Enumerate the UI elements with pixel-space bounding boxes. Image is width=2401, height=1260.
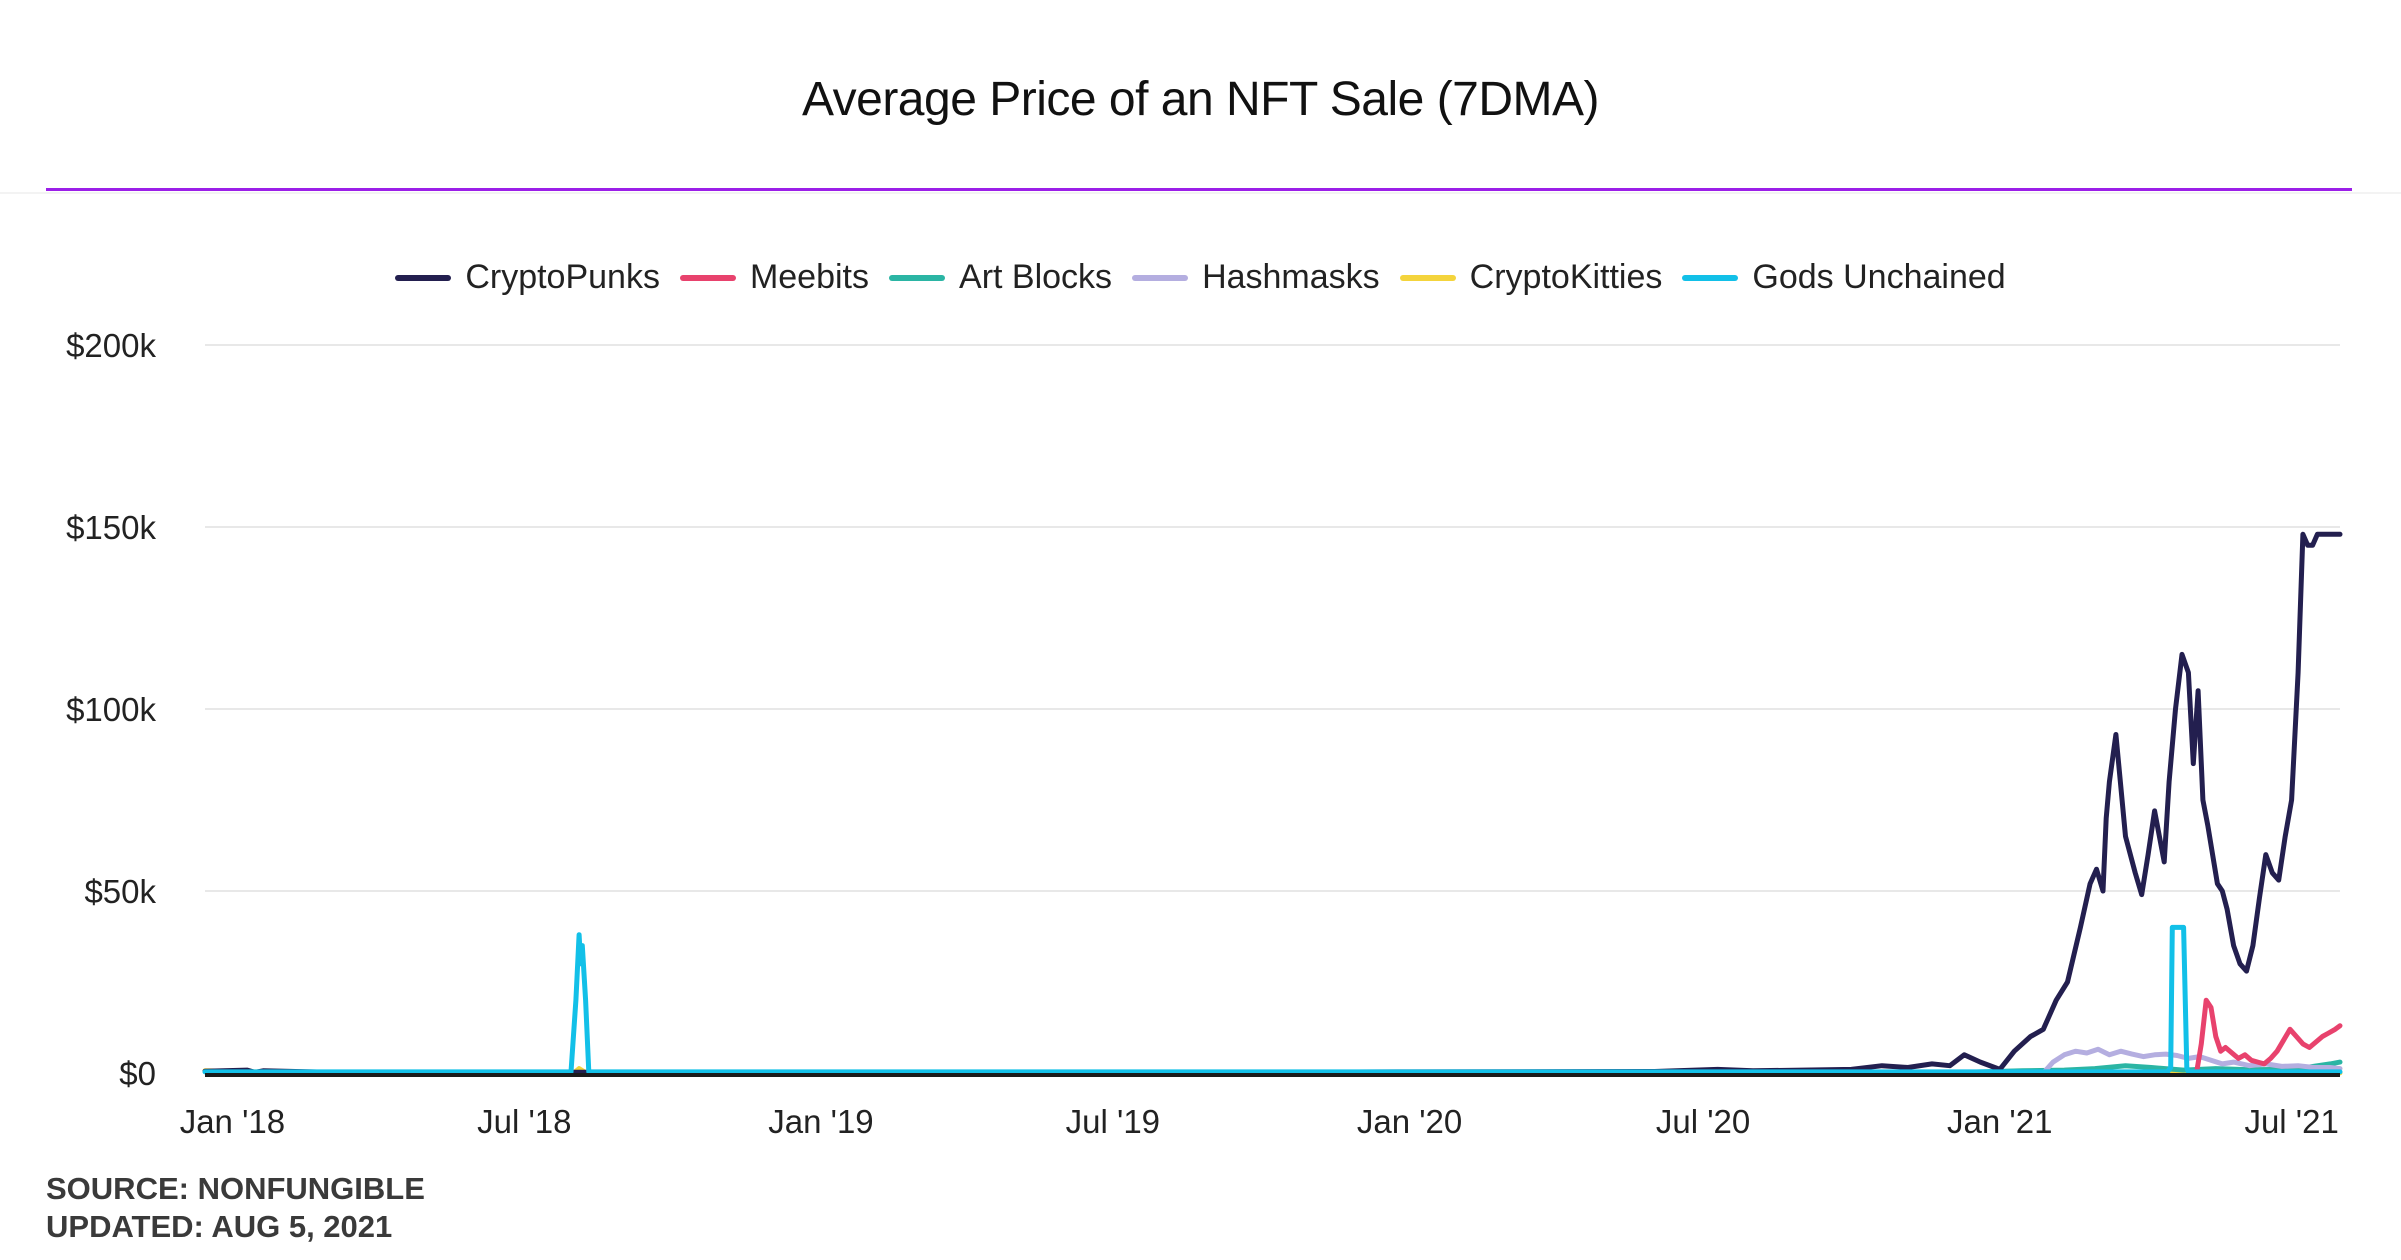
y-tick-label: $100k	[66, 691, 156, 728]
series-line-meebits[interactable]	[2194, 997, 2343, 1076]
legend-swatch-cryptopunks	[395, 274, 452, 281]
updated-line: UPDATED: AUG 5, 2021	[46, 1209, 393, 1244]
source-note: SOURCE: NONFUNGIBLE UPDATED: AUG 5, 2021	[46, 1170, 425, 1246]
legend-swatch-gods-unchained	[1682, 274, 1739, 281]
series-line-hashmasks[interactable]	[2040, 1046, 2343, 1076]
x-tick-label: Jan '20	[1357, 1103, 1462, 1140]
legend-label-hashmasks: Hashmasks	[1202, 258, 1380, 296]
title-divider	[46, 188, 2352, 191]
y-tick-label: $0	[119, 1055, 156, 1092]
legend: CryptoPunks Meebits Art Blocks Hashmasks…	[0, 258, 2401, 297]
y-tick-label: $150k	[66, 509, 156, 546]
y-tick-label: $50k	[84, 873, 156, 910]
title-rule-shadow	[0, 192, 2401, 194]
legend-swatch-hashmasks	[1132, 274, 1189, 281]
legend-item-cryptokitties[interactable]: CryptoKitties	[1399, 258, 1663, 297]
legend-label-art-blocks: Art Blocks	[959, 258, 1113, 296]
series-line-gods-unchained[interactable]	[202, 924, 2343, 1075]
legend-label-gods-unchained: Gods Unchained	[1752, 258, 2006, 296]
y-axis-tick-labels: $0 $50k $100k $150k $200k	[66, 327, 156, 1092]
x-tick-label: Jul '20	[1656, 1103, 1750, 1140]
legend-swatch-meebits	[679, 274, 736, 281]
grid-lines	[205, 344, 2340, 892]
y-tick-label: $200k	[66, 327, 156, 364]
legend-item-meebits[interactable]: Meebits	[679, 258, 870, 297]
x-tick-label: Jul '18	[477, 1103, 571, 1140]
legend-item-hashmasks[interactable]: Hashmasks	[1132, 258, 1380, 297]
source-line: SOURCE: NONFUNGIBLE	[46, 1171, 425, 1206]
x-tick-label: Jan '21	[1947, 1103, 2052, 1140]
legend-label-cryptokitties: CryptoKitties	[1469, 258, 1663, 296]
x-tick-label: Jan '18	[180, 1103, 285, 1140]
x-tick-label: Jan '19	[768, 1103, 873, 1140]
legend-label-cryptopunks: CryptoPunks	[465, 258, 660, 296]
legend-label-meebits: Meebits	[749, 258, 870, 296]
legend-item-art-blocks[interactable]: Art Blocks	[889, 258, 1112, 297]
chart-title: Average Price of an NFT Sale (7DMA)	[801, 73, 1600, 126]
legend-swatch-cryptokitties	[1399, 274, 1456, 281]
legend-swatch-art-blocks	[889, 274, 946, 281]
x-tick-label: Jul '21	[2244, 1103, 2338, 1140]
legend-item-cryptopunks[interactable]: CryptoPunks	[395, 258, 660, 297]
x-axis-tick-labels: Jan '18 Jul '18 Jan '19 Jul '19 Jan '20 Jul '…	[180, 1103, 2339, 1140]
series-lines	[202, 531, 2343, 1076]
x-tick-label: Jul '19	[1066, 1103, 1160, 1140]
series-line-cryptopunks[interactable]	[202, 531, 2343, 1075]
legend-item-gods-unchained[interactable]: Gods Unchained	[1682, 258, 2006, 297]
